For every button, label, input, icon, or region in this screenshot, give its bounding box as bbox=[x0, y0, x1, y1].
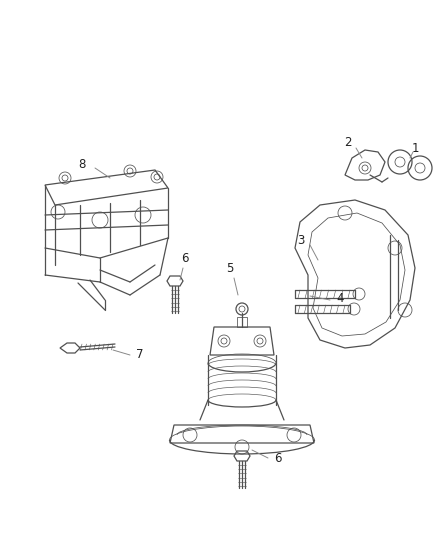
Text: 4: 4 bbox=[336, 292, 344, 304]
Text: 8: 8 bbox=[78, 157, 86, 171]
Text: 6: 6 bbox=[274, 451, 282, 464]
Text: 1: 1 bbox=[411, 141, 419, 155]
Text: 6: 6 bbox=[181, 252, 189, 264]
Text: 2: 2 bbox=[344, 135, 352, 149]
Text: 5: 5 bbox=[226, 262, 234, 274]
Text: 7: 7 bbox=[136, 349, 144, 361]
Text: 3: 3 bbox=[297, 233, 305, 246]
